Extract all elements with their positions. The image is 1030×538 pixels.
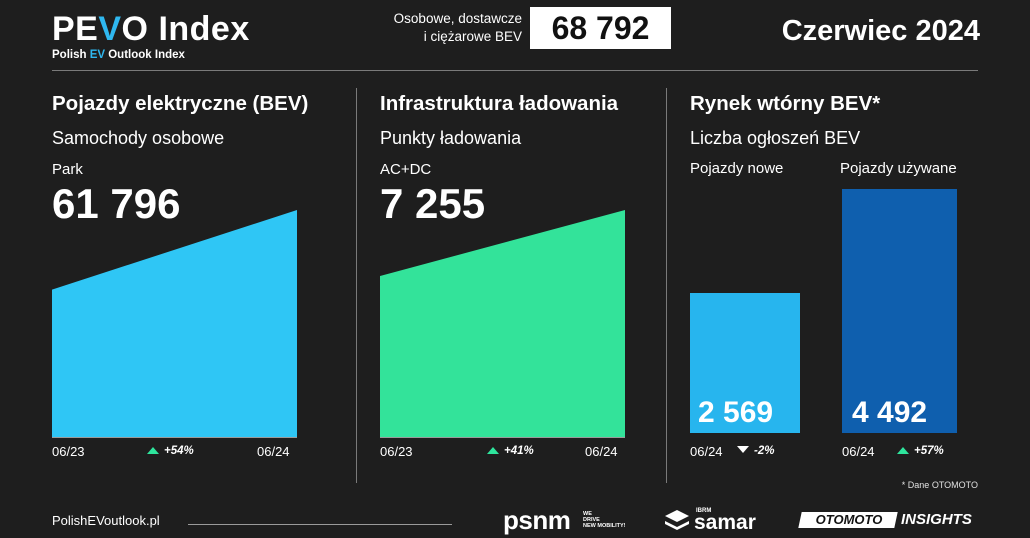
samar-ibrm-label: IBRM [696,508,712,514]
used-section-subtitle: Liczba ogłoszeń BEV [690,128,861,148]
charging-acdc-label: AC+DC [380,161,432,178]
bev-area-chart [52,210,297,437]
logo-sub-ev: EV [89,49,106,61]
new-change: -2% [737,445,774,457]
charging-x-tick-end: 06/24 [585,444,618,459]
samar-logo-icon [665,510,689,530]
website-link[interactable]: PolishEVoutlook.pl [52,513,160,528]
bar-new-value: 2 569 [698,396,774,429]
pevo-logo-title: PEVO Index [52,10,250,49]
logo-v: V [98,10,122,48]
logo-sub-post: Outlook Index [105,49,185,61]
otomoto-insights-text: INSIGHTS [901,511,972,528]
charging-area [380,210,625,437]
charging-x-tick-start: 06/23 [380,444,413,459]
bev-change-value: +54% [164,445,194,457]
charging-change: +41% [487,445,534,457]
total-label-line1: Osobowe, dostawcze [393,11,522,26]
bev-x-tick-start: 06/23 [52,444,85,459]
bar-used-vehicles [842,189,957,433]
psnm-tagline: WE DRIVE NEW MOBILITY! [583,511,626,529]
footer-divider [188,524,452,525]
bev-park-label: Park [52,161,83,178]
bev-section-subtitle: Samochody osobowe [52,128,225,148]
up-triangle-icon [487,447,499,454]
section-divider-1 [356,88,357,483]
bar-used-value: 4 492 [852,396,928,429]
charging-section-title: Infrastruktura ładowania [380,92,619,115]
charging-section-subtitle: Punkty ładowania [380,128,522,148]
logo-pe: PE [52,10,99,48]
used-vehicles-label: Pojazdy używane [840,160,957,177]
charging-x-axis [380,437,625,438]
period-label: Czerwiec 2024 [781,15,980,47]
otomoto-logo-text: OTOMOTO [815,512,883,527]
new-vehicles-label: Pojazdy nowe [690,160,784,177]
up-triangle-icon [897,447,909,454]
psnm-logo: psnm [503,505,571,535]
total-bev-value: 68 792 [530,7,671,49]
charging-value: 7 255 [380,180,486,227]
logo-sub-pre: Polish [52,49,90,61]
down-triangle-icon [737,446,749,453]
used-section-title: Rynek wtórny BEV* [690,92,881,115]
samar-logo-text: samar [694,511,756,534]
used-period-label: 06/24 [842,444,875,459]
used-change: +57% [897,445,944,457]
total-bev-label: Osobowe, dostawcze i ciężarowe BEV [352,10,522,46]
charging-area-chart [380,210,625,437]
charging-change-value: +41% [504,445,534,457]
footnote: * Dane OTOMOTO [901,480,978,490]
bev-x-tick-end: 06/24 [257,444,290,459]
logo-index: Index [148,10,250,48]
total-label-line2: i ciężarowe BEV [423,29,522,44]
new-period-label: 06/24 [690,444,723,459]
new-change-value: -2% [754,445,775,457]
pevo-logo-subtitle: Polish EV Outlook Index [52,49,185,61]
bev-park-value: 61 796 [52,180,181,227]
bev-change: +54% [147,445,194,457]
logo-o: O [121,10,149,48]
header-divider [52,70,978,71]
used-change-value: +57% [914,445,944,457]
bar-new-vehicles [690,293,800,433]
bev-area [52,210,297,437]
section-divider-2 [666,88,667,483]
up-triangle-icon [147,447,159,454]
bev-x-axis [52,437,297,438]
bev-section-title: Pojazdy elektryczne (BEV) [52,92,309,115]
